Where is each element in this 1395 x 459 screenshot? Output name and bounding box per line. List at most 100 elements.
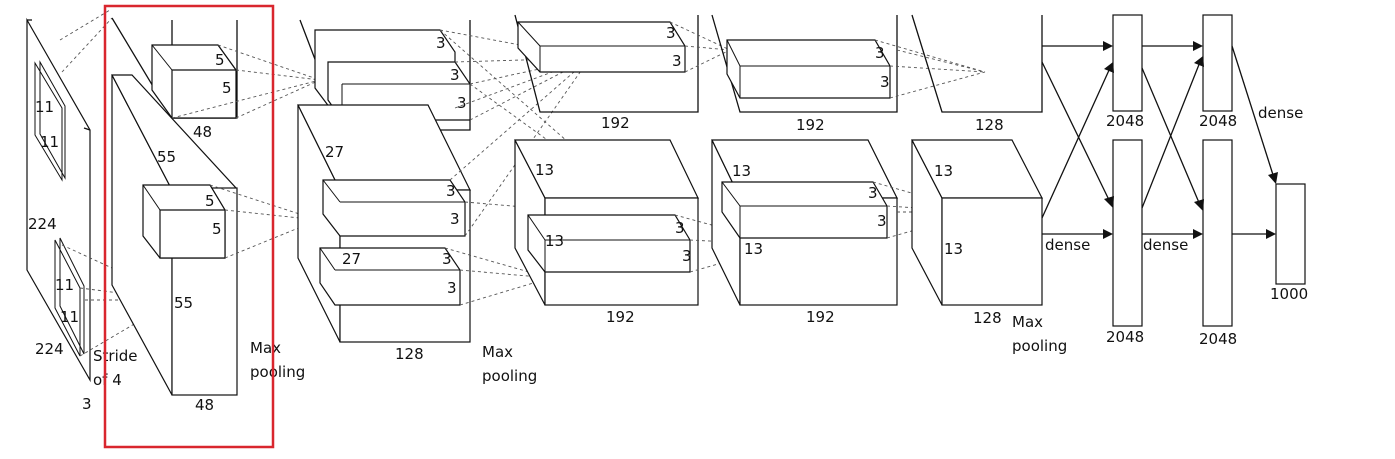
pool-line: Max (1012, 313, 1043, 331)
conv2-layer: 3 3 3 128 3 3 3 3 27 27 128 Max pooling (297, 19, 537, 385)
stride-label: Stride of 4 (93, 347, 142, 389)
conv1-size-label: 55 (174, 294, 193, 312)
conv5-depth-top-label: 128 (975, 116, 1004, 134)
conv2-bottom-kernel2 (319, 247, 461, 306)
conv3-kernel-label: 3 (682, 247, 692, 265)
input-kernel-bottom-back (59, 237, 85, 355)
input-slab-edge (83, 127, 91, 131)
conv5-size-label: 13 (934, 162, 953, 180)
stride-line: of 4 (93, 371, 122, 389)
input-kernel-label: 11 (40, 133, 59, 151)
conv4-layer: 3 3 192 3 3 13 13 192 (711, 14, 898, 326)
conv2-kernel-label: 3 (442, 250, 452, 268)
conv2-kernel-label: 3 (447, 279, 457, 297)
conv3-size-label: 13 (535, 161, 554, 179)
input-height-label: 224 (28, 215, 57, 233)
pool-line: pooling (250, 363, 305, 381)
pool-line: pooling (482, 367, 537, 385)
fc7-size-label: 2048 (1199, 330, 1237, 348)
fc7-bottom-block (1202, 139, 1233, 327)
conv2-kernel-label: 3 (450, 66, 460, 84)
arrowhead (1194, 56, 1204, 67)
conv2-kernel-label: 3 (436, 34, 446, 52)
conv1-depth-top-label: 48 (193, 123, 212, 141)
output-block (1275, 183, 1306, 285)
output-size-label: 1000 (1270, 285, 1308, 303)
fc7-top-block (1202, 14, 1233, 112)
conv3-top-block (514, 14, 699, 113)
conv5-depth-bottom-label: 128 (973, 309, 1002, 327)
conv4-size-label: 13 (744, 240, 763, 258)
fc7-size-label: 2048 (1199, 112, 1237, 130)
input-slab-front (26, 17, 91, 383)
pool-line: Max (482, 343, 513, 361)
conv1-depth-bottom-label: 48 (195, 396, 214, 414)
conv3-depth-top-label: 192 (601, 114, 630, 132)
conv4-top-block (711, 14, 898, 113)
conv3-kernel-label: 3 (666, 24, 676, 42)
conv1-pool-label: Max pooling (250, 339, 305, 381)
arrowhead (1103, 229, 1113, 239)
conv3-layer: 3 3 192 3 3 13 13 192 (514, 14, 699, 326)
conv2-depth-bottom-label: 128 (395, 345, 424, 363)
conv4-size-label: 13 (732, 162, 751, 180)
arrowhead (1268, 172, 1278, 184)
pool-line: pooling (1012, 337, 1067, 355)
dense-label: dense (1045, 236, 1090, 254)
conv2-kernel-label: 3 (450, 210, 460, 228)
conv4-kernel-label: 3 (868, 184, 878, 202)
fc6-size-label: 2048 (1106, 112, 1144, 130)
fc6-size-label: 2048 (1106, 328, 1144, 346)
arrowhead (1104, 196, 1114, 208)
conv4-top-kernel (726, 39, 891, 99)
conv4-depth-bottom-label: 192 (806, 308, 835, 326)
conv2-bottom-kernel1 (322, 179, 466, 237)
conv4-kernel-label: 3 (880, 73, 890, 91)
conv3-depth-bottom-label: 192 (606, 308, 635, 326)
conv1-size-label: 55 (157, 148, 176, 166)
conv2-size-label: 27 (325, 143, 344, 161)
fc-arrow (1041, 67, 1111, 219)
dense-label: dense (1143, 236, 1188, 254)
conv2-kernel-label: 3 (457, 94, 467, 112)
conv2-kernel-label: 3 (446, 182, 456, 200)
input-kernel-label: 11 (55, 276, 74, 294)
input-kernel-label: 11 (35, 98, 54, 116)
fc6-bottom-block (1112, 139, 1143, 327)
conv4-bottom-kernel (721, 181, 888, 239)
conv2-size-label: 27 (342, 250, 361, 268)
conv1-kernel-label: 5 (222, 79, 232, 97)
conv1-layer: 5 5 48 5 5 55 55 48 Stride of 4 Max pool… (93, 17, 305, 414)
fc6-top-block (1112, 14, 1143, 112)
conv5-layer: 128 13 13 128 Max pooling (911, 14, 1067, 355)
conv3-kernel-label: 3 (675, 219, 685, 237)
conv1-kernel-label: 5 (205, 192, 215, 210)
conv2-pool-label: Max pooling (482, 343, 537, 385)
arrowhead (1103, 41, 1113, 51)
conv4-kernel-label: 3 (877, 212, 887, 230)
conv1-kernel-label: 5 (212, 220, 222, 238)
arrowhead (1194, 199, 1204, 211)
conv5-top-block (911, 14, 1043, 113)
fc-arrow (1231, 45, 1275, 179)
input-layer: 11 11 11 11 224 224 3 (26, 17, 92, 413)
input-kernel-label: 11 (60, 308, 79, 326)
arrowhead (1193, 229, 1203, 239)
highlight-box (103, 4, 275, 449)
conv1-conv2-connections (171, 44, 321, 259)
conv3-top-kernel (517, 21, 686, 73)
conv4-kernel-label: 3 (875, 44, 885, 62)
conv3-kernel-label: 3 (672, 52, 682, 70)
conv3-size-label: 13 (545, 232, 564, 250)
conv5-size-label: 13 (944, 240, 963, 258)
conv5-pool-label: Max pooling (1012, 313, 1067, 355)
pool-line: Max (250, 339, 281, 357)
dense-label: dense (1258, 104, 1303, 122)
fc-arrow (1141, 67, 1201, 206)
arrowhead (1266, 229, 1276, 239)
conv5-bottom-front (941, 197, 1043, 306)
arrowhead (1193, 41, 1203, 51)
conv4-depth-top-label: 192 (796, 116, 825, 134)
